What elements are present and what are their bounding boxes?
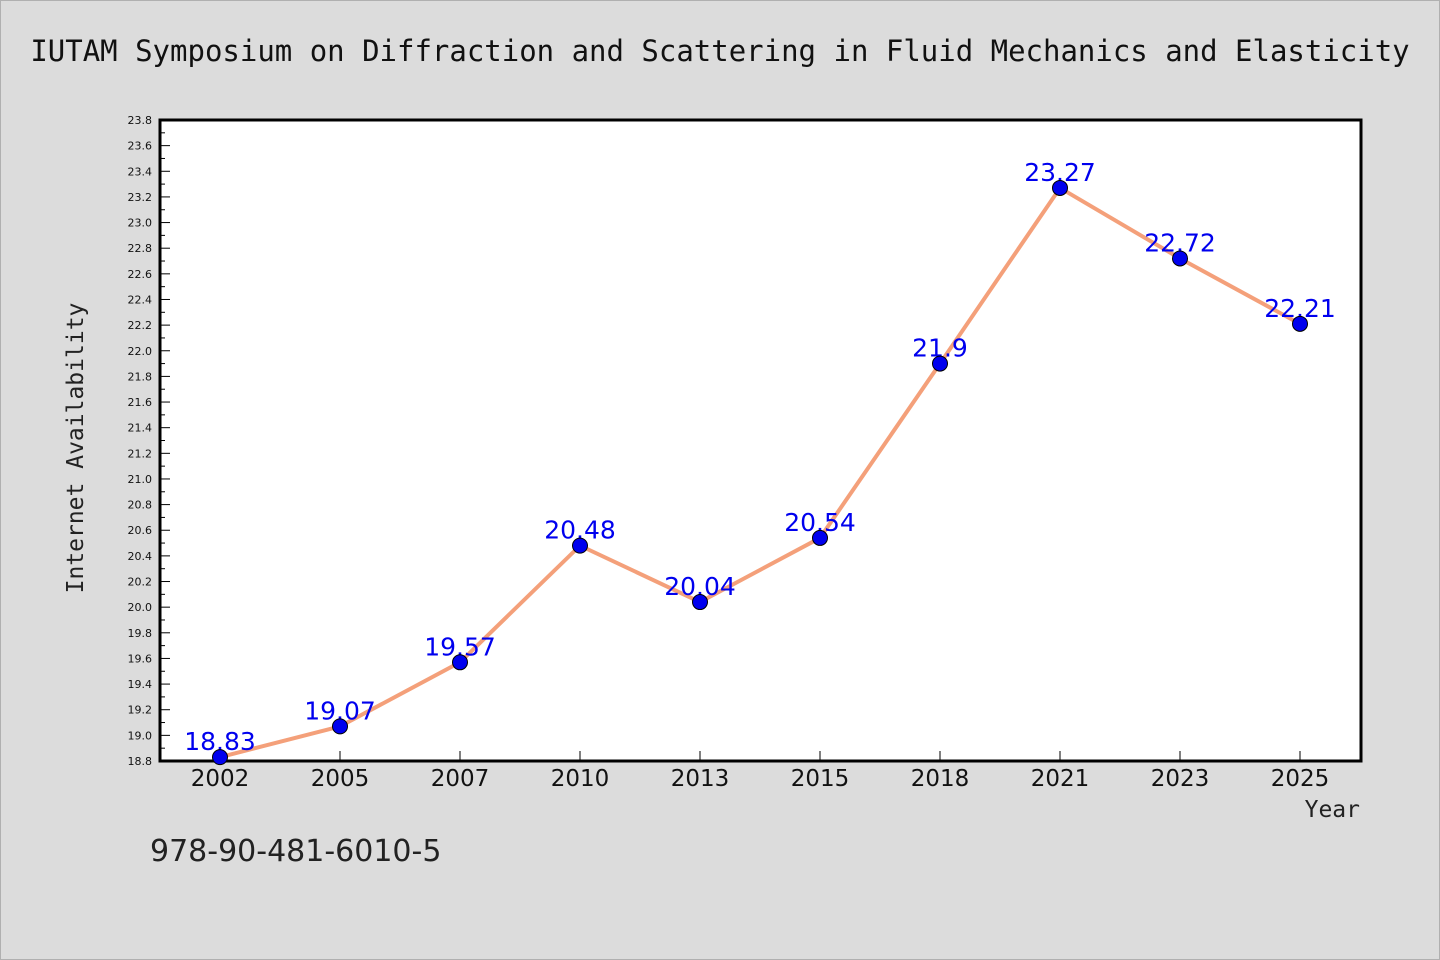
x-axis-label: Year xyxy=(1304,797,1360,823)
isbn-text: 978-90-481-6010-5 xyxy=(150,834,442,869)
y-tick-label: 21.4 xyxy=(128,422,153,435)
y-tick-label: 21.2 xyxy=(128,447,153,460)
y-tick-label: 22.6 xyxy=(128,268,153,281)
y-tick-label: 23.4 xyxy=(128,165,153,178)
y-tick-label: 23.2 xyxy=(128,191,153,204)
y-tick-label: 20.6 xyxy=(128,524,153,537)
x-tick-label: 2005 xyxy=(311,766,370,792)
y-tick-label: 19.2 xyxy=(128,704,153,717)
data-point xyxy=(1052,179,1068,196)
x-axis: 2002 2005 2007 2010 2013 2015 2018 2021 2023 2025 xyxy=(191,751,1330,792)
data-point xyxy=(212,749,228,766)
y-tick-label: 22.2 xyxy=(128,319,153,332)
x-tick-label: 2021 xyxy=(1031,766,1090,792)
series-line xyxy=(218,185,1302,760)
data-point xyxy=(332,718,348,735)
data-point xyxy=(452,654,468,671)
data-point xyxy=(932,355,948,372)
data-point xyxy=(1292,315,1308,332)
y-axis-label: Internet Availability xyxy=(63,302,89,594)
y-tick-label: 19.4 xyxy=(128,678,153,691)
y-tick-label: 22.4 xyxy=(128,293,153,306)
y-tick-label: 20.2 xyxy=(128,576,153,589)
data-point xyxy=(812,529,828,546)
y-tick-label: 23.0 xyxy=(128,217,153,230)
y-tick-label: 22.0 xyxy=(128,345,153,358)
y-tick-label: 19.6 xyxy=(128,652,153,665)
y-tick-label: 22.8 xyxy=(128,242,153,255)
series-group: 18.8319.0719.5720.4820.0420.5421.923.272… xyxy=(184,158,1336,766)
y-tick-label: 20.8 xyxy=(128,499,153,512)
y-tick-label: 20.4 xyxy=(128,550,153,563)
y-axis: 18.8 19.0 19.2 19.4 19.6 19.8 20.0 20.2 20.4 20.6… xyxy=(128,114,170,768)
y-tick-label: 21.0 xyxy=(128,473,153,486)
y-tick-label: 21.6 xyxy=(128,396,153,409)
data-point xyxy=(1172,250,1188,267)
data-point xyxy=(692,594,708,611)
data-point xyxy=(572,537,588,554)
y-tick-label: 19.0 xyxy=(128,729,153,742)
x-tick-label: 2023 xyxy=(1151,766,1210,792)
y-tick-label: 23.8 xyxy=(128,114,153,127)
x-tick-label: 2007 xyxy=(431,766,490,792)
y-tick-label: 23.6 xyxy=(128,140,153,153)
x-tick-label: 2015 xyxy=(791,766,850,792)
chart-title: IUTAM Symposium on Diffraction and Scatt… xyxy=(30,34,1410,68)
x-tick-label: 2013 xyxy=(671,766,730,792)
x-tick-label: 2025 xyxy=(1271,766,1330,792)
y-tick-label: 19.8 xyxy=(128,627,153,640)
x-tick-label: 2018 xyxy=(911,766,970,792)
x-tick-label: 2002 xyxy=(191,766,250,792)
y-tick-label: 18.8 xyxy=(128,755,153,768)
plot-area xyxy=(158,118,1363,763)
x-tick-label: 2010 xyxy=(551,766,610,792)
y-tick-label: 20.0 xyxy=(128,601,153,614)
y-tick-label: 21.8 xyxy=(128,370,153,383)
